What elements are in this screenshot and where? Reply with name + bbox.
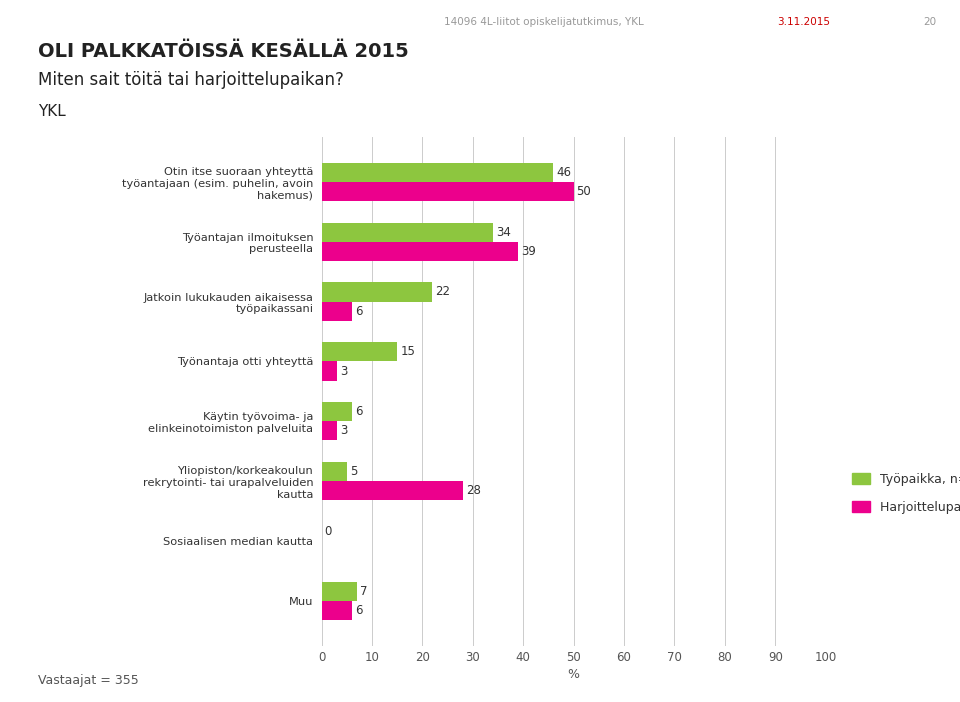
Text: 20: 20: [923, 17, 936, 27]
Text: 34: 34: [496, 225, 511, 239]
Text: 46: 46: [557, 166, 571, 179]
Text: 6: 6: [355, 405, 362, 418]
Text: 14096 4L-liitot opiskelijatutkimus, YKL: 14096 4L-liitot opiskelijatutkimus, YKL: [444, 17, 644, 27]
Bar: [322, 421, 337, 440]
Bar: [322, 223, 493, 241]
Text: 3.11.2015: 3.11.2015: [777, 17, 829, 27]
Bar: [322, 402, 352, 421]
Bar: [322, 582, 357, 601]
Bar: [322, 343, 397, 362]
Bar: [322, 182, 574, 201]
Text: 6: 6: [355, 604, 362, 617]
Text: 15: 15: [400, 345, 415, 358]
Legend: Työpaikka, n=319, Harjoittelupaikka, n=36: Työpaikka, n=319, Harjoittelupaikka, n=3…: [852, 472, 960, 514]
Text: 7: 7: [360, 585, 368, 598]
Text: 5: 5: [349, 465, 357, 478]
Bar: [322, 601, 352, 620]
Bar: [322, 481, 463, 501]
Text: 39: 39: [521, 245, 536, 258]
Text: 0: 0: [324, 525, 332, 538]
Bar: [322, 282, 432, 302]
Text: 3: 3: [340, 425, 348, 437]
Bar: [322, 362, 337, 380]
Text: 28: 28: [466, 484, 481, 497]
Text: 6: 6: [355, 305, 362, 317]
Bar: [322, 302, 352, 321]
X-axis label: %: %: [567, 668, 580, 681]
Bar: [322, 163, 553, 182]
Text: OLI PALKKATÖISSÄ KESÄLLÄ 2015: OLI PALKKATÖISSÄ KESÄLLÄ 2015: [38, 42, 409, 61]
Text: 22: 22: [436, 286, 450, 298]
Text: taloustutkimus oy: taloustutkimus oy: [52, 14, 206, 29]
Bar: [322, 462, 347, 481]
Bar: [322, 241, 518, 261]
Text: 3: 3: [340, 364, 348, 378]
Text: 50: 50: [577, 185, 591, 198]
Text: Vastaajat = 355: Vastaajat = 355: [38, 675, 139, 687]
Text: Miten sait töitä tai harjoittelupaikan?: Miten sait töitä tai harjoittelupaikan?: [38, 71, 345, 88]
Text: YKL: YKL: [38, 104, 66, 119]
